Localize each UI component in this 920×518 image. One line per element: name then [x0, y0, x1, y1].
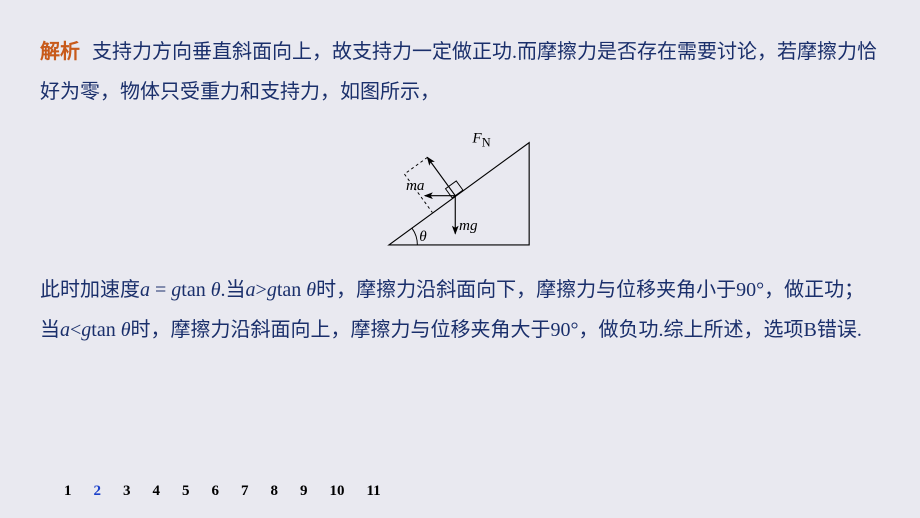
- page-navigator: 1 2 3 4 5 6 7 8 9 10 11: [64, 483, 381, 500]
- svg-text:F: F: [471, 130, 482, 147]
- page-link-7[interactable]: 7: [241, 483, 249, 500]
- svg-text:ma: ma: [406, 177, 425, 194]
- analysis-paragraph-1: 解析支持力方向垂直斜面向上，故支持力一定做正功.而摩擦力是否存在需要讨论，若摩擦…: [40, 32, 880, 112]
- page-link-10[interactable]: 10: [330, 483, 345, 500]
- page-link-4[interactable]: 4: [153, 483, 161, 500]
- page-link-1[interactable]: 1: [64, 483, 72, 500]
- analysis-paragraph-2: 此时加速度a = gtan θ.当a>gtan θ时，摩擦力沿斜面向下，摩擦力与…: [40, 270, 880, 350]
- page-link-2[interactable]: 2: [94, 483, 102, 500]
- page-link-11[interactable]: 11: [367, 483, 381, 500]
- svg-text:N: N: [482, 135, 491, 149]
- incline-force-diagram: θ F N ma mg: [370, 120, 550, 260]
- page-link-3[interactable]: 3: [123, 483, 131, 500]
- analysis-label: 解析: [40, 41, 80, 63]
- figure-wrap: θ F N ma mg: [40, 120, 880, 260]
- para1-text: 支持力方向垂直斜面向上，故支持力一定做正功.而摩擦力是否存在需要讨论，若摩擦力恰…: [40, 41, 877, 103]
- page-link-8[interactable]: 8: [271, 483, 279, 500]
- svg-text:θ: θ: [419, 228, 427, 245]
- page-link-9[interactable]: 9: [300, 483, 308, 500]
- page-link-6[interactable]: 6: [212, 483, 220, 500]
- svg-text:mg: mg: [459, 217, 478, 234]
- page-link-5[interactable]: 5: [182, 483, 190, 500]
